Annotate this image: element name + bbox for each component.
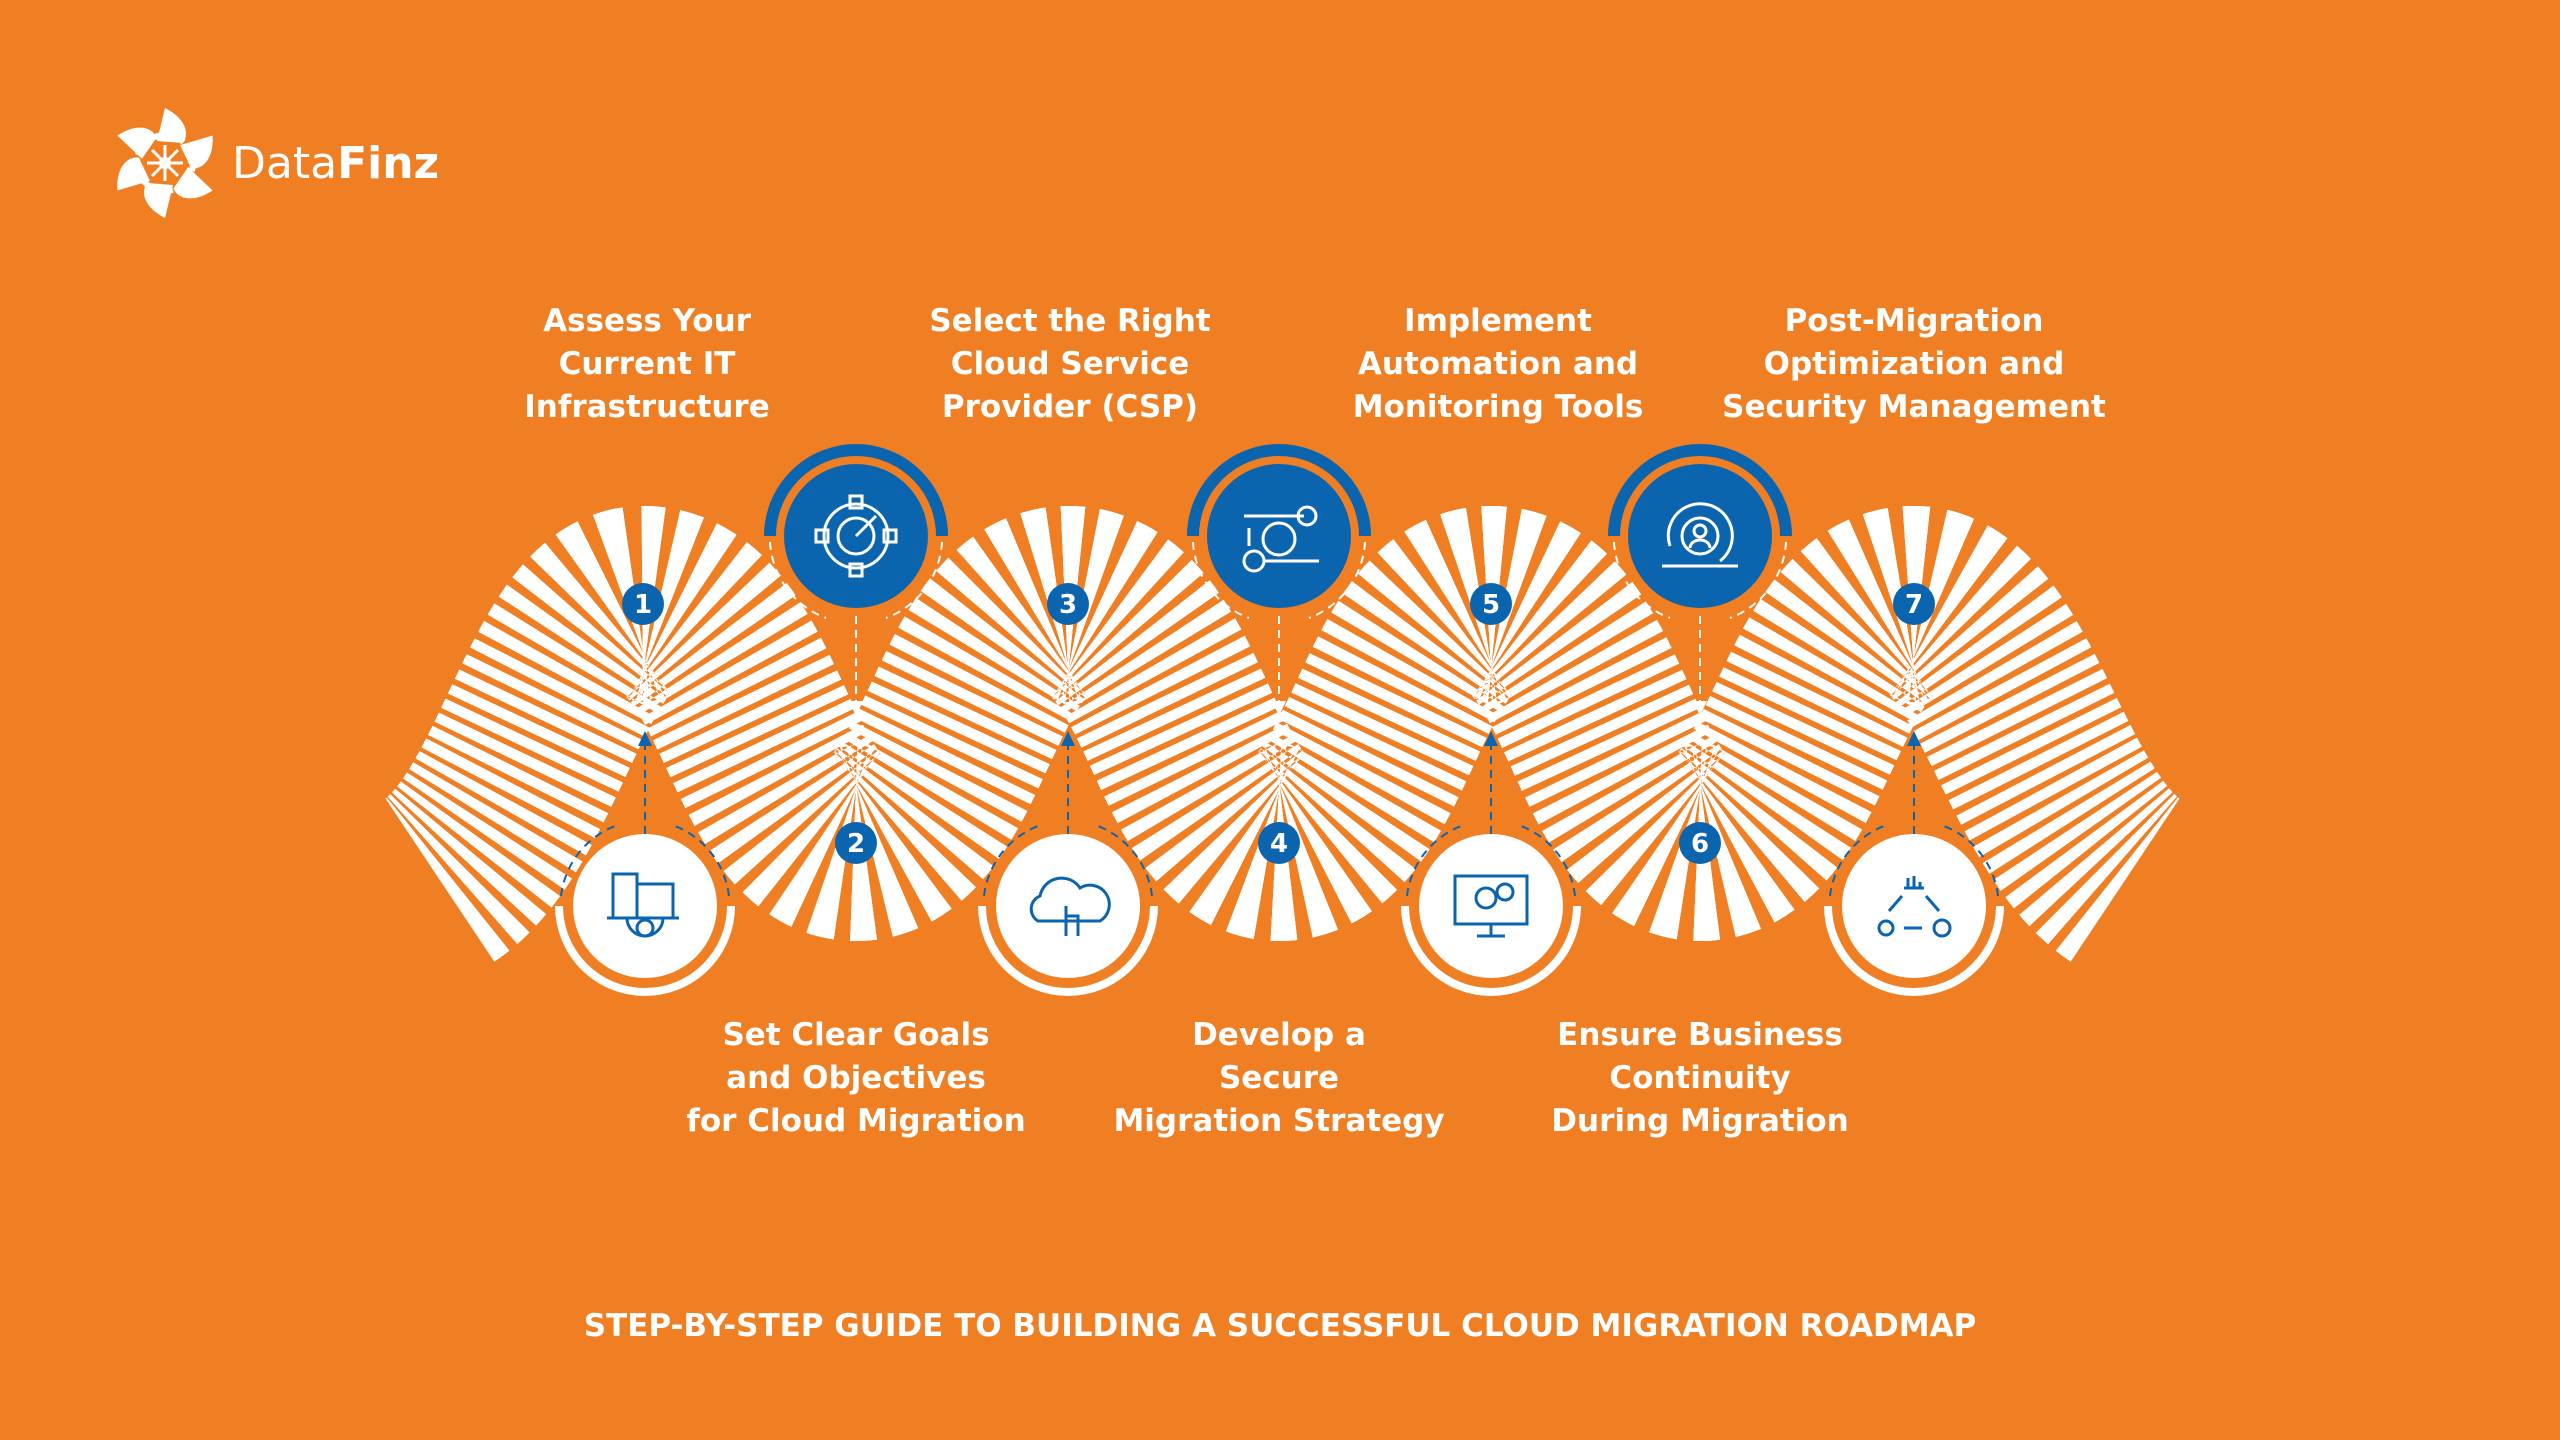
step-3-icon-badge (978, 731, 1158, 996)
brand-name-bold: Finz (337, 138, 440, 189)
step-1-title: Assess Your Current IT Infrastructure (524, 303, 770, 425)
step-5-icon-badge (1401, 731, 1581, 996)
optimization-flow-icon (1877, 876, 1952, 938)
svg-text:6: 6 (1691, 829, 1709, 859)
strategy-puzzle-icon (1242, 505, 1319, 573)
step-marker-4: 4 (1258, 822, 1300, 864)
monitor-gear-icon (1453, 874, 1529, 938)
target-icon (814, 494, 898, 578)
user-cycle-icon (1662, 502, 1738, 568)
step-marker-2: 2 (835, 822, 877, 864)
step-1-icon-badge (555, 731, 735, 996)
datafinz-logo-icon (117, 108, 213, 218)
svg-text:4: 4 (1270, 829, 1288, 859)
step-2-title: Set Clear Goals and Objectives for Cloud M… (686, 1017, 1025, 1139)
svg-text:5: 5 (1482, 590, 1500, 620)
brand-name: DataFinz (232, 138, 439, 189)
step-7-icon-badge (1824, 731, 2004, 996)
step-4-icon-badge (1187, 444, 1371, 716)
cloud-click-icon (1029, 876, 1111, 936)
svg-text:2: 2 (847, 829, 865, 859)
step-2-icon-badge (764, 444, 948, 716)
buildings-gear-icon (607, 872, 679, 938)
step-marker-3: 3 (1047, 583, 1089, 625)
step-4-title: Develop a Secure Migration Strategy (1113, 1017, 1444, 1139)
step-3-title: Select the Right Cloud Service Provider (C… (929, 303, 1210, 425)
step-6-icon-badge (1608, 444, 1792, 716)
step-marker-6: 6 (1679, 822, 1721, 864)
step-5-title: Implement Automation and Monitoring Tools (1353, 303, 1644, 425)
footer-title: STEP-BY-STEP GUIDE TO BUILDING A SUCCESS… (583, 1308, 1977, 1344)
step-marker-7: 7 (1893, 583, 1935, 625)
step-7-title: Post-Migration Optimization and Security M… (1722, 303, 2106, 425)
step-6-title: Ensure Business Continuity During Migratio… (1551, 1017, 1848, 1139)
svg-text:1: 1 (634, 590, 652, 620)
svg-text:7: 7 (1905, 590, 1923, 620)
step-marker-1: 1 (622, 583, 664, 625)
step-marker-5: 5 (1470, 583, 1512, 625)
brand-name-light: Data (232, 138, 338, 189)
svg-text:3: 3 (1059, 590, 1077, 620)
